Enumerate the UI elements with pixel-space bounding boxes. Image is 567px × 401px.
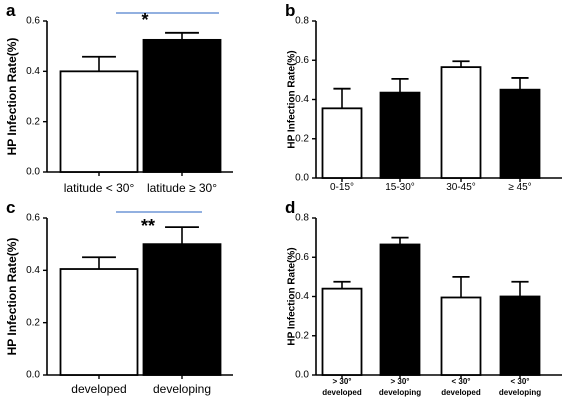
y-tick-label: 0.2 (295, 330, 309, 341)
panel-letter: d (285, 198, 295, 217)
y-axis-label: HP Infection Rate(%) (287, 50, 298, 148)
bar (321, 287, 363, 376)
y-tick-label: 0.2 (26, 317, 40, 328)
x-tick-label: < 30° developed (441, 377, 481, 397)
y-tick-label: 0.6 (295, 55, 309, 66)
bar (440, 296, 482, 376)
y-axis-label: HP Infection Rate(%) (5, 238, 19, 356)
panel-letter: b (285, 1, 295, 20)
y-tick-label: 0.6 (26, 16, 40, 27)
y-tick-label: 0.2 (295, 133, 309, 144)
y-tick-label: 0.4 (26, 265, 40, 276)
y-tick-label: 0.0 (26, 370, 40, 381)
panel-letter: c (6, 198, 15, 217)
y-tick-label: 0.4 (295, 291, 309, 302)
y-tick-label: 0.4 (26, 66, 40, 77)
chart-panel-a: a HP Infection Rate(%) 0.0 0.2 0.4 0.6 latitud… (5, 1, 233, 195)
y-tick-label: 0.4 (295, 94, 309, 105)
x-tick-label: developing (153, 382, 211, 396)
y-tick-label: 0.0 (26, 167, 40, 178)
bar (499, 295, 541, 376)
x-tick-label: developed (71, 382, 126, 396)
y-tick-label: 0.0 (295, 370, 309, 381)
x-tick-label: ≥ 45° (508, 182, 531, 193)
bar (379, 243, 421, 376)
y-tick-label: 0.0 (295, 173, 309, 184)
bar (142, 38, 222, 173)
x-tick-label: latitude < 30° (64, 181, 135, 195)
x-tick-label: 0-15° (330, 182, 354, 193)
y-tick-label: 0.6 (26, 213, 40, 224)
x-tick-label: latitude ≥ 30° (147, 181, 217, 195)
y-tick-label: 0.2 (26, 116, 40, 127)
bar (59, 70, 139, 173)
x-tick-label: > 30° developed (322, 377, 362, 397)
significance-marker: * (141, 10, 148, 30)
x-tick-label: 15-30° (385, 182, 415, 193)
y-tick-label: 0.8 (295, 213, 309, 224)
panel-letter: a (6, 1, 16, 20)
chart-panel-d: d HP Infection Rate(%) 0.0 0.2 0.4 0.6 0.8 > 30… (285, 198, 562, 397)
chart-panel-b: b HP Infection Rate(%) 0.0 0.2 0.4 0.6 0.8 0-15… (285, 1, 562, 193)
y-tick-label: 0.6 (295, 252, 309, 263)
x-tick-label: 30-45° (446, 182, 476, 193)
y-tick-label: 0.8 (295, 16, 309, 27)
bar (321, 107, 363, 179)
bar (59, 268, 139, 376)
bar (379, 91, 421, 179)
x-tick-label: > 30° developing (379, 377, 421, 397)
y-axis-label: HP Infection Rate(%) (287, 247, 298, 345)
bar (440, 66, 482, 179)
chart-panel-c: c HP Infection Rate(%) 0.0 0.2 0.4 0.6 develop… (5, 198, 233, 396)
x-tick-label: < 30° developing (499, 377, 541, 397)
bar (499, 88, 541, 179)
bar (142, 243, 222, 376)
y-axis-label: HP Infection Rate(%) (5, 38, 19, 156)
significance-marker: ** (141, 216, 155, 236)
